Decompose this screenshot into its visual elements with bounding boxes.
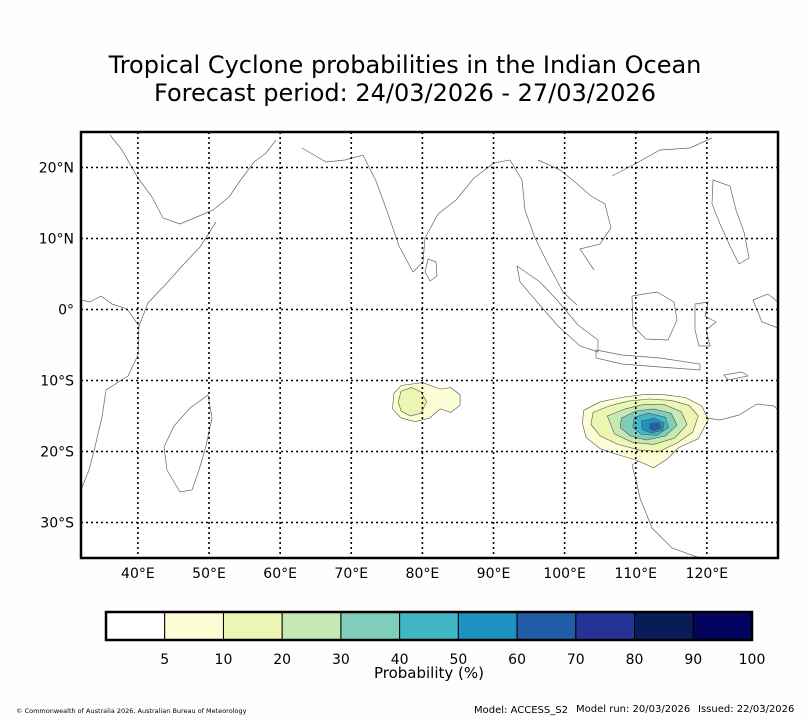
- map-axis-labels: 40°E 50°E 60°E 70°E 80°E 90°E 100°E 110°E 120°E 2…: [39, 161, 728, 583]
- colorbar-segment: [105, 611, 166, 641]
- probability-contours: [392, 382, 709, 469]
- lat-tick-label: 10°N: [39, 232, 74, 248]
- colorbar-tick-label: 10: [215, 652, 233, 668]
- contour-region-central-indian-ocean: [392, 382, 461, 423]
- lat-tick-label: 30°S: [40, 516, 74, 532]
- colorbar-label: Probability (%): [374, 664, 484, 682]
- lon-tick-label: 110°E: [614, 566, 657, 582]
- lat-tick-label: 20°N: [39, 161, 74, 177]
- lon-tick-label: 100°E: [543, 566, 586, 582]
- colorbar-segment: [516, 611, 577, 641]
- colorbar-tick-label: 50: [449, 652, 467, 668]
- colorbar-segment: [399, 611, 459, 641]
- coastline-sri-lanka: [424, 258, 438, 282]
- colorbar-segment: [634, 611, 694, 641]
- lon-tick-label: 90°E: [477, 566, 511, 582]
- colorbar-tick-label: 60: [508, 652, 526, 668]
- colorbar-segment: [164, 611, 224, 641]
- colorbar-tick-label: 80: [626, 652, 644, 668]
- chart-subtitle: Forecast period: 24/03/2026 - 27/03/2026: [154, 79, 656, 107]
- map-frame: [79, 130, 780, 560]
- lon-tick-label: 60°E: [263, 566, 297, 582]
- lon-tick-label: 70°E: [334, 566, 368, 582]
- lat-tick-label: 0°: [58, 303, 74, 319]
- coastline-somalia: [138, 221, 217, 327]
- coastline-philippines: [711, 179, 750, 265]
- colorbar-segment: [692, 611, 753, 641]
- contour-region-northwest-australia: [582, 394, 709, 469]
- lon-tick-label: 50°E: [192, 566, 226, 582]
- model-label: Model: ACCESS_S2: [474, 705, 568, 716]
- colorbar-tick-label: 90: [684, 652, 702, 668]
- colorbar-segment: [222, 611, 283, 641]
- lat-tick-label: 20°S: [40, 445, 74, 461]
- colorbar-tick-label: 100: [739, 652, 766, 668]
- coastline-africa-east: [81, 295, 140, 491]
- lon-tick-label: 40°E: [121, 566, 155, 582]
- issued-label: Issued: 22/03/2026: [698, 704, 795, 715]
- colorbar-segment: [575, 611, 636, 641]
- colorbar-frame: [104, 610, 754, 642]
- copyright-notice: © Commonwealth of Australia 2026, Austra…: [16, 707, 247, 715]
- colorbar: 5 10 20 30 40 50 60 70 80 90 100: [104, 610, 766, 668]
- colorbar-tick-label: 5: [160, 652, 169, 668]
- contour-northwest-australia-60pct: [648, 422, 662, 432]
- colorbar-segment: [340, 611, 401, 641]
- coastline-new-guinea: [752, 293, 778, 329]
- lat-tick-label: 10°S: [40, 374, 74, 390]
- coastline-java: [595, 349, 701, 371]
- contour-central-indian-ocean-10pct: [397, 387, 428, 417]
- map-plot-area: [81, 132, 778, 558]
- model-run-label: Model run: 20/03/2026: [576, 704, 691, 715]
- lon-tick-label: 120°E: [686, 566, 729, 582]
- coastline-madagascar: [163, 394, 213, 493]
- colorbar-segment: [457, 611, 518, 641]
- colorbar-tick-label: 30: [332, 652, 350, 668]
- colorbar-segment: [281, 611, 342, 641]
- colorbar-tick-label: 40: [391, 652, 409, 668]
- coastline-sulawesi: [694, 301, 717, 347]
- lon-tick-label: 80°E: [406, 566, 440, 582]
- colorbar-tick-label: 70: [567, 652, 585, 668]
- chart-title: Tropical Cyclone probabilities in the In…: [108, 51, 702, 79]
- map-grid: [81, 132, 778, 558]
- coastline-sumatra: [516, 265, 599, 353]
- colorbar-tick-label: 20: [273, 652, 291, 668]
- coastline-timor: [723, 371, 749, 381]
